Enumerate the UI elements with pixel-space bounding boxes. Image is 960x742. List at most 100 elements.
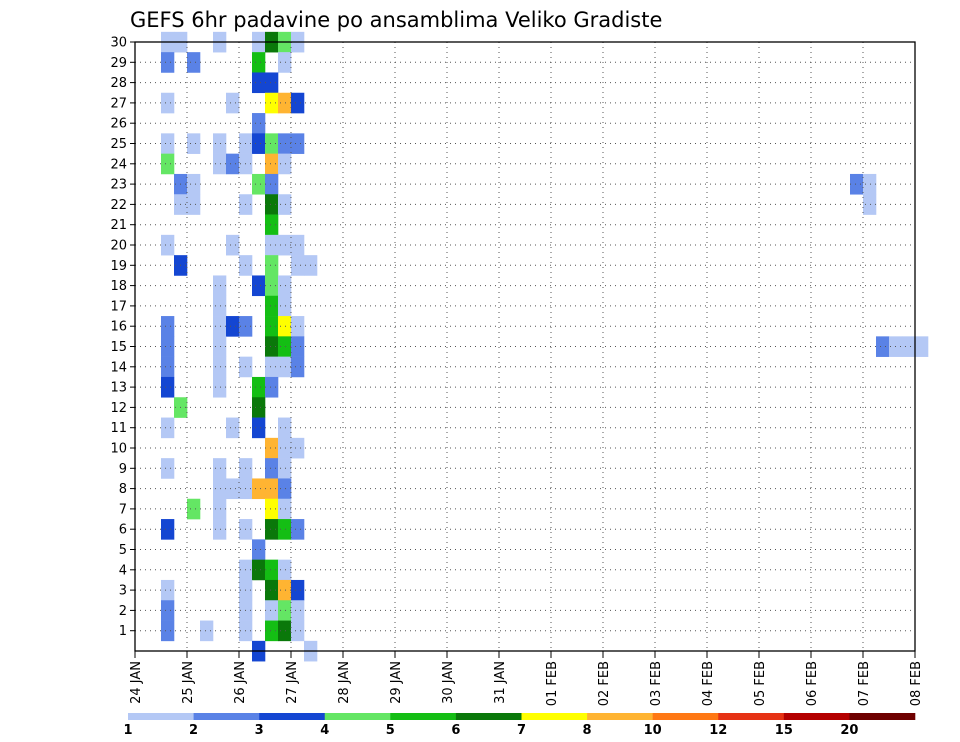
- heatmap-cell: [213, 498, 227, 520]
- chart-title: GEFS 6hr padavine po ansamblima Veliko G…: [130, 8, 662, 32]
- heatmap-cell: [213, 275, 227, 297]
- legend-swatch: [587, 713, 653, 720]
- heatmap-cell: [278, 92, 292, 114]
- x-tick-label: 27 JAN: [285, 661, 300, 704]
- heatmap-cell: [161, 133, 175, 154]
- heatmap-cell: [291, 234, 305, 256]
- heatmap-cell: [161, 579, 175, 601]
- y-tick-label: 15: [110, 340, 127, 355]
- heatmap-cell: [252, 133, 266, 154]
- legend-label: 10: [644, 723, 662, 738]
- legend-label: 8: [583, 723, 592, 738]
- heatmap-cell: [252, 173, 266, 195]
- heatmap-cell: [278, 579, 292, 601]
- legend-swatch: [455, 713, 522, 720]
- heatmap-cell: [278, 519, 292, 540]
- legend-label: 20: [840, 723, 858, 738]
- heatmap-cell: [265, 316, 279, 337]
- heatmap-cell: [213, 316, 227, 337]
- heatmap-cell: [278, 437, 292, 459]
- heatmap-cell: [252, 72, 266, 94]
- heatmap-cell: [863, 173, 877, 195]
- heatmap-cell: [252, 52, 266, 73]
- heatmap-cell: [265, 295, 279, 317]
- heatmap-cell: [265, 173, 279, 195]
- heatmap-cell: [265, 255, 279, 276]
- heatmap-cell: [265, 498, 279, 520]
- y-tick-label: 11: [110, 421, 127, 436]
- heatmap-cell: [915, 336, 929, 357]
- y-tick-label: 4: [119, 563, 127, 578]
- heatmap-cell: [265, 600, 279, 621]
- heatmap-cell: [291, 519, 305, 540]
- legend-swatch: [324, 713, 391, 720]
- heatmap-cell: [278, 458, 292, 479]
- heatmap-cell: [291, 600, 305, 621]
- heatmap-cell: [213, 336, 227, 357]
- x-tick-label: 31 JAN: [493, 661, 508, 704]
- heatmap-cell: [291, 579, 305, 601]
- x-tick-label: 28 JAN: [337, 661, 352, 704]
- heatmap-cell: [278, 52, 292, 73]
- legend-label: 4: [320, 723, 329, 738]
- heatmap-cell: [187, 173, 201, 195]
- heatmap-cell: [265, 519, 279, 540]
- heatmap-cell: [265, 579, 279, 601]
- y-tick-label: 16: [110, 320, 127, 335]
- legend-label: 6: [451, 723, 460, 738]
- heatmap-cell: [161, 316, 175, 337]
- heatmap-cell: [265, 458, 279, 479]
- heatmap-cell: [213, 295, 227, 317]
- y-tick-label: 8: [119, 482, 127, 497]
- y-tick-label: 20: [110, 239, 127, 254]
- y-tick-label: 19: [110, 259, 127, 274]
- y-tick-label: 10: [110, 442, 127, 457]
- y-tick-label: 30: [110, 36, 127, 51]
- heatmap-cell: [291, 356, 305, 378]
- legend-swatch: [652, 713, 719, 720]
- heatmap-cell: [161, 417, 175, 439]
- heatmap-cell: [161, 92, 175, 114]
- heatmap-cell: [265, 234, 279, 256]
- heatmap-cell: [161, 52, 175, 73]
- y-tick-label: 14: [110, 360, 127, 375]
- heatmap-cell: [252, 275, 266, 297]
- legend-swatch: [259, 713, 326, 720]
- heatmap-cell: [265, 214, 279, 236]
- heatmap-cell: [252, 539, 266, 560]
- heatmap-cell: [161, 336, 175, 357]
- heatmap-cell: [187, 133, 201, 154]
- legend-swatch: [128, 713, 194, 720]
- heatmap-cell: [161, 376, 175, 398]
- y-tick-label: 18: [110, 279, 127, 294]
- heatmap-cell: [278, 478, 292, 500]
- heatmap-cell: [265, 478, 279, 500]
- heatmap-cell: [213, 458, 227, 479]
- x-tick-label: 01 FEB: [545, 661, 560, 706]
- y-tick-label: 22: [110, 198, 127, 213]
- y-tick-label: 7: [119, 502, 127, 517]
- heatmap-cell: [291, 92, 305, 114]
- heatmap-cell: [265, 153, 279, 175]
- heatmap-cell: [278, 295, 292, 317]
- heatmap-cell: [161, 234, 175, 256]
- legend-label: 7: [517, 723, 526, 738]
- heatmap-cell: [252, 113, 266, 134]
- heatmap-cell: [161, 356, 175, 378]
- heatmap-cell: [291, 620, 305, 642]
- color-legend: 1 2 3 4 5 6 7 8 10 12 15 20: [123, 713, 916, 738]
- y-tick-label: 26: [110, 117, 127, 132]
- heatmap-cell: [200, 620, 214, 642]
- x-tick-label: 29 JAN: [389, 661, 404, 704]
- y-tick-label: 1: [119, 624, 127, 639]
- legend-label: 15: [775, 723, 793, 738]
- heatmap-cell: [265, 559, 279, 581]
- x-tick-label: 26 JAN: [233, 661, 248, 704]
- heatmap-cell: [226, 316, 240, 337]
- x-tick-label: 05 FEB: [753, 661, 768, 706]
- legend-swatch: [390, 713, 457, 720]
- y-axis: 1234567891011121314151617181920212223242…: [110, 36, 135, 639]
- y-tick-label: 25: [110, 137, 127, 152]
- x-tick-label: 08 FEB: [909, 661, 924, 706]
- y-tick-label: 27: [110, 96, 127, 111]
